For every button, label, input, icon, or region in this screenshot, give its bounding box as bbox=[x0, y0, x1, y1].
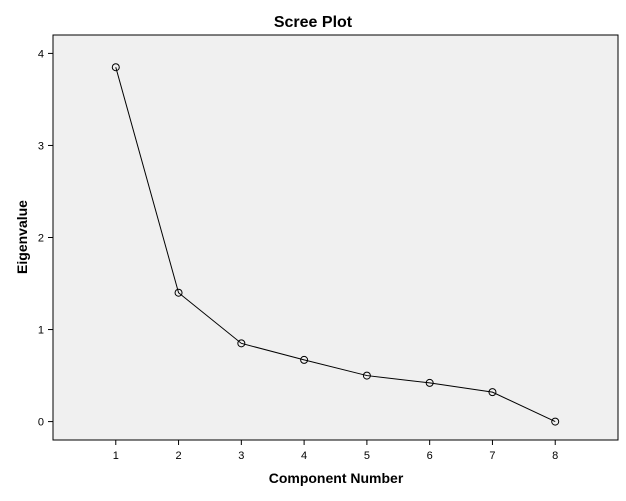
x-tick-label: 1 bbox=[113, 450, 119, 462]
data-points bbox=[111, 63, 560, 426]
x-tick-label: 3 bbox=[238, 450, 244, 462]
data-point-4 bbox=[300, 355, 309, 364]
y-tick-label: 3 bbox=[38, 140, 44, 152]
x-tick-label: 8 bbox=[552, 450, 558, 462]
x-tick-label: 4 bbox=[301, 450, 307, 462]
x-tick-label: 6 bbox=[427, 450, 433, 462]
y-axis: 0 1 2 3 4 bbox=[38, 48, 53, 429]
y-tick-label: 4 bbox=[38, 48, 44, 60]
chart-title: Scree Plot bbox=[274, 14, 353, 31]
eigenvalue-series-line bbox=[115, 67, 556, 423]
data-point-8 bbox=[551, 417, 560, 426]
y-tick-label: 0 bbox=[38, 417, 44, 429]
data-point-2 bbox=[174, 288, 183, 297]
x-tick-label: 5 bbox=[364, 450, 370, 462]
x-tick-label: 2 bbox=[175, 450, 181, 462]
data-point-5 bbox=[362, 371, 371, 380]
x-axis: 1 2 3 4 5 6 7 8 bbox=[113, 440, 558, 462]
data-point-7 bbox=[488, 388, 497, 397]
data-point-3 bbox=[237, 339, 246, 348]
x-tick-label: 7 bbox=[489, 450, 495, 462]
y-tick-label: 1 bbox=[38, 325, 44, 337]
data-point-6 bbox=[425, 378, 434, 387]
plot-area bbox=[52, 34, 619, 441]
y-axis-label: Eigenvalue bbox=[14, 200, 30, 274]
y-tick-label: 2 bbox=[38, 233, 44, 245]
x-axis-label: Component Number bbox=[269, 470, 404, 486]
data-point-1 bbox=[111, 63, 120, 72]
